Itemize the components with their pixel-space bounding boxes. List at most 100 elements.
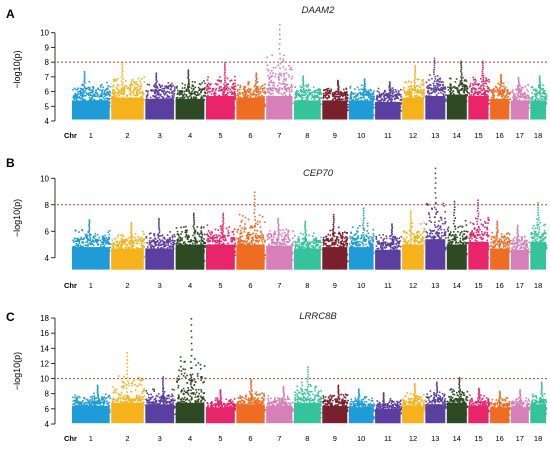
snp-point	[465, 86, 468, 88]
snp-point	[477, 90, 480, 93]
snp-point	[172, 242, 175, 244]
snp-point	[160, 89, 162, 91]
snp-point	[282, 94, 284, 96]
snp-peak-point	[157, 233, 159, 236]
snp-peak-point	[158, 230, 161, 232]
snp-point	[506, 91, 509, 93]
snp-point	[178, 234, 180, 237]
snp-point	[185, 225, 187, 228]
snp-point	[334, 232, 336, 234]
snp-point	[106, 238, 108, 241]
snp-point	[252, 232, 254, 234]
snp-point	[213, 92, 215, 95]
snp-point	[165, 240, 168, 243]
snp-peak-point	[222, 227, 224, 229]
snp-peak-point	[193, 218, 195, 220]
snp-point	[390, 89, 392, 91]
snp-point	[314, 246, 317, 248]
snp-point	[297, 238, 299, 240]
snp-point	[299, 95, 302, 98]
snp-point	[264, 257, 266, 260]
snp-peak-point	[461, 85, 464, 88]
snp-point	[306, 240, 308, 242]
snp-point	[102, 238, 105, 240]
snp-point	[337, 239, 340, 241]
snp-peak-point	[187, 71, 190, 73]
snp-point	[526, 97, 528, 99]
snp-point	[542, 92, 545, 95]
snp-point	[342, 244, 344, 246]
snp-peak-point	[539, 81, 541, 84]
snp-point	[362, 92, 364, 95]
snp-point	[308, 234, 310, 237]
snp-point	[439, 78, 441, 80]
snp-point	[325, 88, 327, 91]
snp-point	[284, 68, 287, 71]
snp-point	[346, 236, 349, 239]
snp-point	[284, 85, 287, 88]
snp-peak-point	[433, 80, 436, 82]
snp-point	[283, 92, 285, 94]
snp-point	[201, 97, 204, 99]
snp-point	[196, 226, 199, 228]
snp-point	[232, 237, 234, 240]
snp-point	[402, 87, 405, 89]
snp-point	[473, 93, 475, 95]
snp-point	[159, 94, 162, 97]
snp-point	[93, 244, 95, 247]
snp-point	[248, 243, 250, 245]
snp-point	[94, 235, 97, 237]
snp-point	[250, 92, 252, 94]
snp-point	[307, 89, 310, 92]
snp-point	[222, 95, 225, 97]
snp-point	[258, 236, 260, 238]
snp-peak-point	[460, 81, 463, 84]
snp-point	[362, 95, 365, 98]
snp-point	[284, 83, 286, 86]
snp-point	[170, 88, 172, 90]
snp-point	[134, 236, 136, 239]
snp-point	[376, 247, 378, 250]
snp-point	[174, 88, 176, 90]
snp-point	[88, 92, 91, 94]
snp-point	[296, 89, 298, 92]
snp-point	[256, 90, 259, 92]
snp-point	[91, 240, 93, 243]
snp-band	[348, 100, 374, 120]
snp-point	[356, 243, 358, 245]
snp-point	[239, 241, 241, 244]
snp-point	[195, 96, 197, 99]
snp-peak-point	[82, 88, 85, 90]
snp-point	[220, 237, 222, 239]
snp-point	[99, 239, 102, 242]
snp-point	[206, 85, 208, 88]
chromosome-label: 8	[305, 131, 309, 140]
snp-point	[198, 89, 200, 91]
snp-point	[287, 233, 289, 236]
snp-point	[256, 235, 259, 237]
snp-point	[165, 239, 168, 242]
snp-point	[171, 234, 174, 237]
snp-point	[385, 94, 387, 97]
snp-point	[442, 93, 444, 95]
snp-point	[315, 91, 317, 94]
snp-point	[116, 244, 118, 246]
snp-point	[210, 93, 213, 95]
snp-point	[368, 235, 371, 238]
snp-point	[395, 96, 397, 99]
chromosome-12-points	[402, 65, 426, 120]
snp-point	[103, 244, 106, 247]
snp-point	[88, 80, 90, 83]
snp-point	[217, 89, 220, 92]
snp-point	[356, 86, 359, 89]
snp-point	[123, 91, 126, 93]
snp-point	[279, 229, 281, 232]
snp-point	[220, 227, 222, 230]
snp-point	[545, 98, 548, 100]
snp-point	[422, 84, 425, 87]
snp-point	[326, 239, 329, 241]
snp-point	[239, 88, 241, 91]
snp-point	[266, 234, 268, 237]
snp-point	[266, 87, 268, 90]
